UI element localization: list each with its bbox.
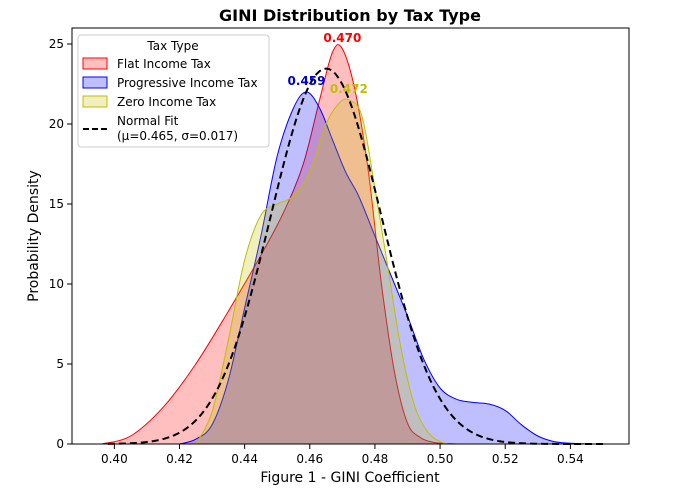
y-tick-label: 5 <box>56 357 64 371</box>
density-area-flat-income-tax <box>101 44 457 444</box>
x-tick-label: 0.46 <box>296 452 323 466</box>
y-tick-label: 10 <box>49 277 64 291</box>
density-area-progressive-income-tax <box>179 92 603 444</box>
density-line-flat-income-tax <box>101 44 457 445</box>
x-tick-label: 0.54 <box>557 452 584 466</box>
x-tick-label: 0.50 <box>427 452 454 466</box>
legend-label-flat-income-tax: Flat Income Tax <box>117 57 211 71</box>
y-tick-label: 25 <box>49 37 64 51</box>
legend-label-zero-income-tax: Zero Income Tax <box>117 95 216 109</box>
density-line-zero-income-tax <box>195 98 450 445</box>
legend-title: Tax Type <box>146 39 198 53</box>
x-tick-label: 0.40 <box>101 452 128 466</box>
legend-label-progressive-income-tax: Progressive Income Tax <box>117 76 258 90</box>
y-tick-label: 20 <box>49 117 64 131</box>
legend-label-normal-fit-params: (μ=0.465, σ=0.017) <box>117 129 238 143</box>
legend: Tax Type Flat Income Tax Progressive Inc… <box>77 34 270 148</box>
plot-area <box>101 44 603 445</box>
y-tick-label: 0 <box>56 437 64 451</box>
chart-title: GINI Distribution by Tax Type <box>219 6 481 25</box>
legend-label-normal-fit: Normal Fit <box>117 114 179 128</box>
legend-swatch-zero-income-tax <box>82 95 108 108</box>
plot-frame <box>71 27 630 445</box>
x-tick-label: 0.52 <box>492 452 519 466</box>
y-tick-label: 15 <box>49 197 64 211</box>
peak-label: 0.472 <box>330 82 368 96</box>
x-axis: 0.40 0.42 0.44 0.46 0.48 0.50 0.52 0.54 <box>101 444 584 466</box>
y-axis-label: Probability Density <box>26 170 42 302</box>
peak-label: 0.459 <box>288 74 326 88</box>
y-axis: 0 5 10 15 20 25 <box>49 37 72 451</box>
normal-fit-curve <box>107 67 603 445</box>
x-tick-label: 0.44 <box>231 452 258 466</box>
x-tick-label: 0.48 <box>362 452 389 466</box>
legend-box <box>77 34 270 148</box>
density-line-progressive-income-tax <box>179 91 603 445</box>
x-axis-label: Figure 1 - GINI Coefficient <box>260 470 440 486</box>
peak-label: 0.470 <box>323 31 361 45</box>
legend-swatch-progressive-income-tax <box>82 76 108 89</box>
x-tick-label: 0.42 <box>166 452 193 466</box>
legend-swatch-flat-income-tax <box>82 57 108 70</box>
density-area-zero-income-tax <box>195 98 450 445</box>
peak-labels: 0.470 0.459 0.472 <box>288 31 368 96</box>
